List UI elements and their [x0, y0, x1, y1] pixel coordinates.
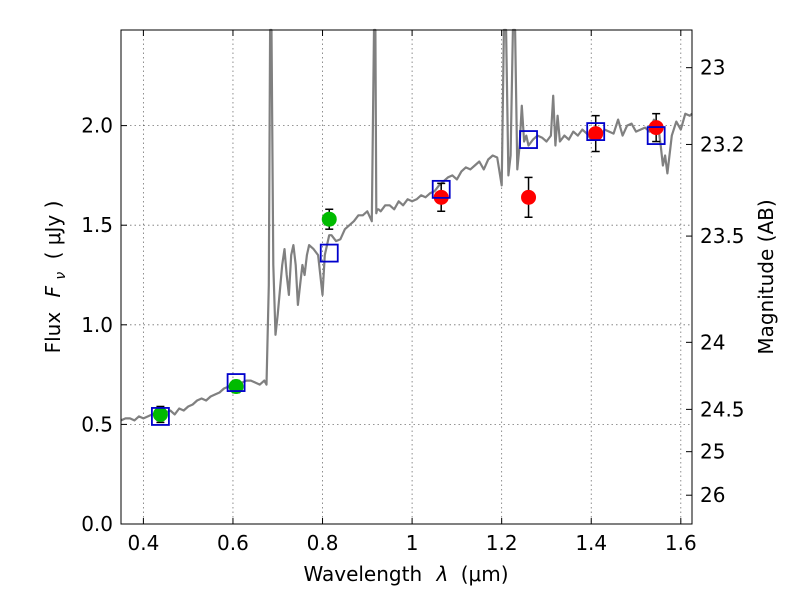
x-tick-label: 1.6 — [665, 531, 697, 555]
x-axis-title-symbol: λ — [436, 562, 449, 586]
model-square — [319, 243, 339, 263]
x-tick-label: 0.8 — [307, 531, 339, 555]
red-point — [521, 189, 537, 205]
model-square — [431, 179, 451, 199]
y2-tick-label: 26 — [700, 483, 725, 507]
model-square — [586, 122, 606, 141]
x-tick-label: 0.4 — [127, 531, 159, 555]
y-tick-label: 1.5 — [81, 213, 113, 237]
y2-tick-label: 23.5 — [700, 224, 745, 248]
y2-tick-label: 23.2 — [700, 132, 745, 156]
y-axis-title-unit: ( μJy ) — [41, 201, 65, 260]
model-square — [226, 373, 246, 392]
y-tick-label: 0.0 — [81, 512, 113, 536]
y-axis-title: Flux F ν ( μJy ) — [41, 201, 70, 354]
x-axis-title: Wavelength λ (μm) — [303, 562, 508, 586]
x-axis-title-text: Wavelength — [303, 562, 422, 586]
y-axis-title-text: Flux — [41, 312, 65, 354]
y-axis-title-symbol: F — [41, 285, 65, 297]
y2-axis-title: Magnitude (AB) — [754, 199, 778, 354]
y2-tick-label: 23 — [700, 56, 725, 80]
y2-tick-label: 24.5 — [700, 397, 745, 421]
grid-layer — [121, 30, 692, 525]
axes-layer: 0.4 0.6 0.8 1 1.2 1.4 1.6 0.0 0.5 1.0 1.5 2.0 23 23.2… — [81, 30, 745, 555]
model-square — [151, 407, 170, 426]
y2-tick-label: 25 — [700, 440, 725, 464]
marker-layer — [151, 112, 666, 426]
red-point — [588, 126, 604, 142]
model-square — [646, 126, 666, 145]
green-point — [152, 406, 168, 422]
y-tick-label: 0.5 — [81, 412, 113, 436]
y-tick-label: 2.0 — [81, 114, 113, 138]
y-tick-label: 1.0 — [81, 313, 113, 337]
model-square — [519, 130, 538, 149]
y2-tick-label: 24 — [700, 330, 725, 354]
green-point — [321, 211, 337, 227]
x-tick-label: 1.2 — [486, 531, 518, 555]
plot-frame — [120, 29, 693, 525]
y-axis-title-subscript: ν — [53, 272, 69, 280]
x-tick-label: 1 — [406, 531, 419, 555]
x-axis-title-unit: (μm) — [461, 562, 509, 586]
x-tick-label: 0.6 — [217, 531, 249, 555]
x-tick-label: 1.4 — [575, 531, 607, 555]
